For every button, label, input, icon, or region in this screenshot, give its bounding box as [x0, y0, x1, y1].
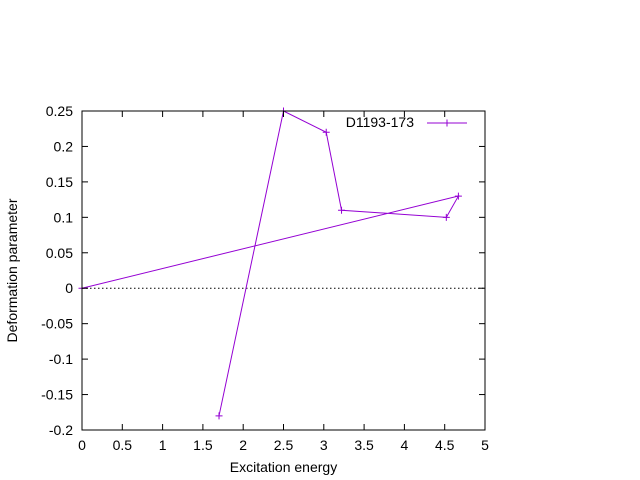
- y-tick-label: -0.15: [41, 387, 73, 403]
- y-tick-label: -0.1: [49, 351, 73, 367]
- y-tick-label: -0.2: [49, 422, 73, 438]
- data-point-marker: [338, 206, 346, 214]
- legend-label: D1193-173: [346, 114, 414, 130]
- x-tick-label: 1.5: [193, 437, 213, 453]
- y-tick-label: 0.15: [46, 174, 73, 190]
- x-tick-label: 1: [159, 437, 167, 453]
- data-point-marker: [442, 213, 450, 221]
- legend: D1193-173: [346, 114, 467, 130]
- x-tick-label: 3.5: [354, 437, 374, 453]
- x-axis-title: Excitation energy: [230, 459, 337, 475]
- y-tick-label: 0: [65, 280, 73, 296]
- x-tick-label: 4.5: [435, 437, 455, 453]
- x-tick-label: 5: [481, 437, 489, 453]
- x-tick-label: 4: [401, 437, 409, 453]
- x-tick-label: 3: [320, 437, 328, 453]
- x-tick-label: 2.5: [274, 437, 294, 453]
- y-axis: -0.2 -0.15 -0.1 -0.05 0 0.05 0.1 0.15 0.2 0.25: [41, 103, 485, 438]
- data-point-marker: [322, 128, 330, 136]
- plot-frame: [81, 110, 486, 431]
- series-layer: [78, 107, 462, 420]
- y-tick-label: 0.2: [54, 138, 74, 154]
- series-line: [81, 110, 460, 416]
- data-point-marker: [215, 412, 223, 420]
- data-point-marker: [454, 192, 462, 200]
- y-tick-label: 0.25: [46, 103, 73, 119]
- x-tick-label: 0: [78, 437, 86, 453]
- x-tick-label: 0.5: [113, 437, 133, 453]
- y-tick-label: 0.1: [54, 209, 74, 225]
- y-tick-label: 0.05: [46, 245, 73, 261]
- x-axis: 0 0.5 1 1.5 2 2.5 3 3.5 4 4.5 5: [78, 111, 489, 453]
- legend-marker: [443, 119, 451, 127]
- y-axis-title: Deformation parameter: [4, 198, 20, 342]
- y-tick-label: -0.05: [41, 316, 73, 332]
- x-tick-label: 2: [239, 437, 247, 453]
